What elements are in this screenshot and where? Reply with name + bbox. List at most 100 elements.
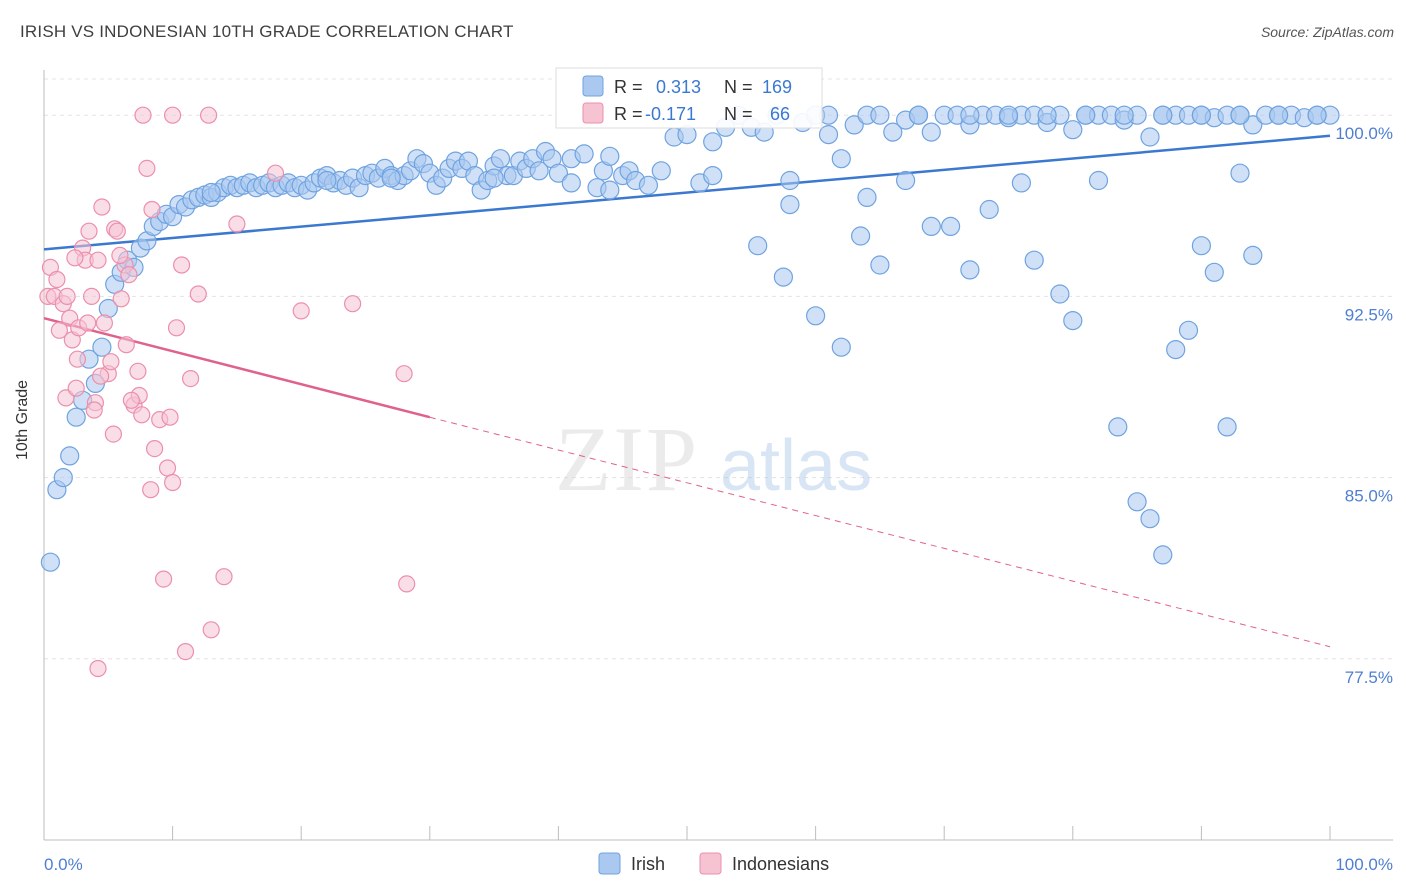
irish-point — [201, 182, 221, 203]
indonesian-point — [202, 621, 220, 639]
irish-point — [1153, 545, 1173, 565]
indonesian-point — [138, 159, 156, 177]
indonesian-point — [176, 642, 195, 661]
indonesian-legend-swatch — [582, 102, 604, 124]
indonesian-point — [66, 249, 84, 267]
irish-point — [1243, 115, 1263, 135]
irish-point — [1178, 320, 1199, 340]
indonesian-point — [89, 659, 107, 678]
indonesian-point — [104, 425, 123, 443]
irish-point — [1191, 236, 1212, 256]
y-tick-label: 77.5% — [1345, 668, 1393, 687]
irish-point — [484, 168, 504, 188]
irish-point — [1191, 105, 1212, 125]
x-tick-label-min: 0.0% — [44, 855, 83, 874]
irish-point — [908, 105, 929, 125]
indonesian-r-value: -0.171 — [645, 104, 696, 124]
indonesian-point — [292, 302, 310, 320]
indonesian-point — [50, 321, 69, 339]
irish-point — [773, 267, 794, 287]
irish-point — [805, 306, 826, 326]
y-tick-label: 100.0% — [1335, 124, 1393, 143]
indonesian-point — [58, 287, 76, 305]
irish-point — [870, 255, 890, 275]
irish-point — [998, 105, 1019, 125]
irish-point — [529, 161, 549, 181]
data-points — [39, 105, 1340, 678]
irish-point — [1063, 311, 1083, 331]
indonesian-point — [155, 570, 173, 588]
irish-point — [1166, 340, 1186, 360]
irish-point — [1268, 105, 1289, 125]
irish-n-value: 169 — [762, 77, 792, 97]
indonesian-point — [200, 106, 218, 124]
irish-point — [1114, 105, 1134, 125]
irish-point — [703, 132, 723, 152]
irish-point — [1243, 245, 1263, 265]
irish-point — [831, 149, 851, 169]
irish-point — [574, 144, 594, 164]
indonesian-point — [48, 270, 66, 289]
legend-irish-label: Irish — [631, 854, 665, 874]
indonesian-points — [39, 106, 416, 678]
indonesian-point — [146, 440, 164, 458]
irish-point — [883, 122, 903, 142]
indonesian-point — [108, 222, 126, 240]
irish-point — [40, 552, 61, 572]
irish-point — [780, 195, 800, 215]
indonesian-point — [120, 266, 138, 284]
irish-point — [600, 146, 620, 166]
irish-trend-line — [43, 134, 1331, 251]
indonesian-point — [142, 481, 160, 499]
indonesian-point — [68, 350, 87, 368]
irish-point — [92, 337, 112, 357]
watermark-zip: ZIP — [555, 408, 699, 510]
indonesian-point — [161, 408, 179, 426]
indonesian-trend-line — [43, 316, 431, 419]
irish-point — [831, 337, 851, 357]
irish-point — [1037, 105, 1057, 125]
indonesian-point — [82, 287, 101, 305]
irish-point — [60, 446, 80, 466]
irish-point — [748, 236, 768, 256]
stats-legend: R = 0.313 N = 169 R = -0.171 N = 66 — [555, 67, 823, 129]
irish-points — [40, 105, 1340, 572]
indonesian-point — [129, 362, 147, 380]
x-tick-label-max: 100.0% — [1335, 855, 1393, 874]
irish-point — [1140, 127, 1160, 147]
indonesian-point — [134, 106, 152, 124]
irish-point — [844, 115, 864, 135]
irish-point — [1217, 417, 1237, 437]
indonesian-point — [91, 367, 110, 385]
irish-point — [1307, 105, 1327, 125]
indonesian-point — [89, 251, 107, 269]
chart-source: Source: ZipAtlas.com — [1260, 24, 1394, 40]
indonesian-point — [117, 336, 135, 354]
indonesian-point — [158, 459, 177, 477]
irish-point — [960, 260, 980, 280]
indonesian-point — [112, 290, 130, 308]
indonesian-point — [67, 379, 85, 397]
irish-point — [490, 149, 511, 169]
irish-point — [381, 168, 401, 188]
indonesian-point — [398, 575, 416, 593]
irish-point — [850, 226, 871, 246]
indonesian-point — [143, 200, 161, 219]
irish-point — [940, 216, 961, 236]
indonesian-point — [395, 365, 413, 383]
watermark: ZIP atlas — [555, 408, 872, 510]
irish-point — [1204, 262, 1224, 282]
irish-point — [1076, 105, 1096, 125]
irish-point — [1108, 417, 1128, 437]
irish-point — [561, 173, 581, 193]
trend-lines — [43, 134, 1331, 648]
indonesian-point — [133, 406, 151, 424]
indonesian-point — [111, 246, 129, 264]
indonesian-point — [189, 285, 207, 303]
irish-point — [1230, 163, 1250, 183]
irish-point — [895, 170, 916, 191]
indonesian-point — [182, 370, 200, 388]
irish-point — [921, 122, 941, 142]
indonesian-point — [228, 215, 246, 233]
irish-n-label: N = — [724, 77, 753, 97]
